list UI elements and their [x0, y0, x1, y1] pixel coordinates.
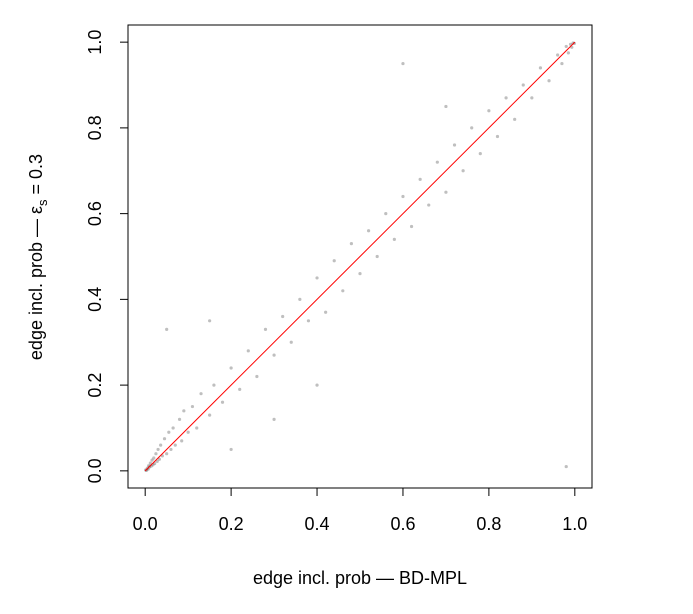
x-tick-label: 0.2	[219, 514, 244, 534]
point	[556, 53, 560, 57]
point	[470, 126, 474, 130]
y-tick-label: 1.0	[85, 30, 105, 55]
point	[324, 310, 328, 314]
point	[173, 443, 177, 447]
point	[444, 104, 448, 109]
point	[165, 452, 169, 456]
x-tick-label: 0.6	[390, 514, 415, 534]
point	[341, 289, 345, 293]
point	[435, 160, 439, 164]
point	[177, 417, 182, 422]
point	[162, 437, 167, 441]
point	[152, 456, 156, 460]
point	[220, 400, 225, 404]
point	[208, 413, 212, 417]
point	[487, 109, 491, 113]
point	[315, 276, 319, 280]
point	[212, 383, 216, 387]
x-axis-label: edge incl. prob — BD-MPL	[253, 568, 467, 588]
y-tick-label: 0.6	[85, 201, 105, 226]
point	[401, 61, 405, 66]
point	[272, 353, 276, 357]
point	[547, 79, 551, 83]
point	[521, 83, 525, 87]
y-tick-label: 0.4	[85, 287, 105, 312]
point	[229, 366, 233, 370]
point	[513, 117, 517, 121]
y-axis-label: edge incl. prob — εs = 0.3	[26, 154, 50, 360]
point	[182, 409, 186, 413]
point	[156, 447, 160, 452]
point	[165, 327, 169, 331]
point	[538, 66, 543, 70]
point	[427, 203, 431, 207]
point	[504, 96, 508, 100]
point	[461, 169, 465, 173]
point	[195, 426, 199, 430]
point	[246, 349, 250, 353]
point	[167, 430, 171, 434]
reference-line	[144, 41, 576, 472]
point	[495, 134, 500, 139]
point	[571, 41, 575, 45]
point	[229, 447, 233, 452]
y-axis-label-rest: = 0.3	[26, 154, 46, 200]
point	[298, 297, 302, 301]
point	[171, 426, 175, 430]
point	[572, 41, 576, 46]
point	[401, 194, 405, 199]
point	[169, 447, 173, 452]
y-axis-label-sub: s	[35, 199, 50, 206]
point	[154, 452, 158, 456]
point	[409, 224, 414, 229]
x-tick-label: 0.0	[133, 514, 158, 534]
point	[564, 44, 568, 49]
point	[530, 96, 534, 100]
x-tick-label: 0.8	[476, 514, 501, 534]
point	[155, 459, 159, 464]
point	[560, 61, 564, 66]
point	[566, 51, 570, 55]
point	[349, 242, 354, 246]
plot-frame	[127, 24, 593, 489]
point	[272, 417, 276, 422]
point	[452, 143, 457, 147]
point	[255, 374, 259, 379]
point	[478, 152, 482, 156]
point	[306, 319, 311, 323]
point	[238, 387, 242, 391]
point	[159, 443, 163, 447]
point	[418, 177, 422, 181]
y-tick-label: 0.0	[85, 458, 105, 483]
x-tick-label: 0.4	[305, 514, 330, 534]
point	[157, 457, 161, 461]
point	[208, 319, 212, 323]
point	[366, 229, 371, 233]
point	[186, 430, 190, 434]
point	[315, 383, 319, 387]
point	[392, 237, 396, 241]
point	[281, 314, 285, 319]
point	[375, 254, 379, 259]
point	[150, 458, 154, 462]
point	[289, 340, 293, 344]
point	[444, 190, 448, 194]
y-tick-label: 0.2	[85, 373, 105, 398]
point	[263, 327, 268, 331]
point	[148, 461, 152, 465]
point	[384, 212, 388, 216]
point	[358, 272, 362, 276]
point	[144, 468, 149, 473]
point	[199, 392, 203, 396]
y-axis-label-main: edge incl. prob — ε	[26, 206, 46, 360]
point	[332, 259, 336, 263]
x-tick-label: 1.0	[562, 514, 587, 534]
y-tick-label: 0.8	[85, 115, 105, 140]
point	[564, 464, 568, 469]
point	[190, 404, 195, 409]
point	[180, 439, 184, 443]
